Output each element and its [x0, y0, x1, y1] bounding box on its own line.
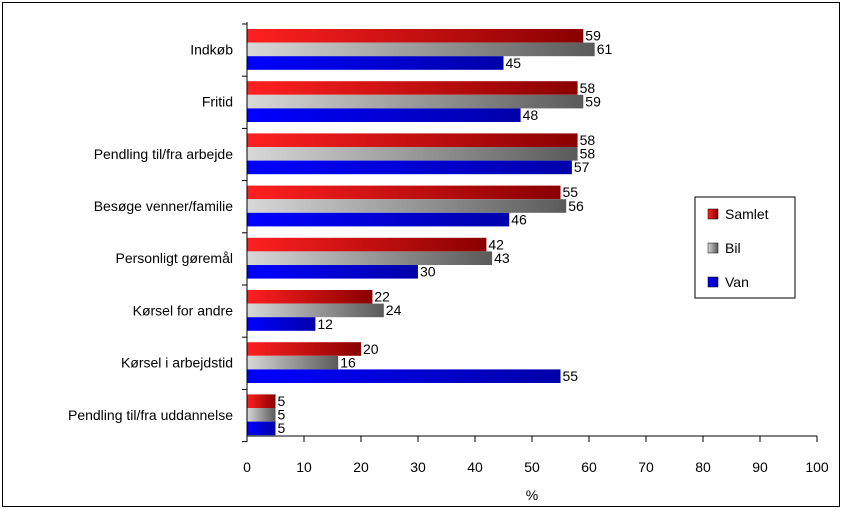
- data-label: 5: [278, 420, 286, 436]
- x-tick-label: 30: [410, 459, 426, 475]
- data-label: 30: [420, 264, 436, 280]
- x-axis-title: %: [526, 487, 538, 503]
- data-label: 58: [580, 132, 596, 148]
- category-label: Kørsel i arbejdstid: [121, 355, 233, 371]
- bar-bil: [247, 42, 595, 57]
- data-label: 59: [585, 28, 601, 44]
- bar-samlet: [247, 133, 578, 147]
- data-label: 42: [488, 236, 504, 252]
- legend: Samlet Bil Van: [694, 196, 796, 299]
- bar-bil: [247, 147, 578, 161]
- data-label: 16: [340, 354, 356, 370]
- data-label: 57: [574, 159, 590, 175]
- data-label: 58: [580, 80, 596, 96]
- data-label: 46: [511, 211, 527, 227]
- category-label: Indkøb: [190, 41, 233, 57]
- category-label: Besøge venner/familie: [94, 198, 234, 214]
- bar-samlet: [247, 342, 361, 356]
- category-label: Pendling til/fra uddannelse: [68, 407, 233, 423]
- data-label: 45: [506, 55, 522, 71]
- category-label: Pendling til/fra arbejde: [94, 146, 234, 162]
- data-label: 59: [585, 93, 601, 109]
- bar-van: [247, 108, 521, 122]
- bars-layer: [247, 29, 595, 436]
- data-label: 61: [597, 41, 613, 57]
- x-tick-label: 20: [353, 459, 369, 475]
- bar-bil: [247, 94, 584, 109]
- x-tick-label: 50: [524, 459, 540, 475]
- legend-swatch-samlet: [707, 208, 719, 220]
- legend-label-bil: Bil: [725, 240, 741, 256]
- category-label: Fritid: [202, 94, 233, 110]
- x-tick-label: 90: [752, 459, 768, 475]
- bar-van: [247, 369, 561, 383]
- data-label: 58: [580, 146, 596, 162]
- data-label: 55: [563, 368, 579, 384]
- data-label: 12: [317, 316, 333, 332]
- legend-label-samlet: Samlet: [725, 206, 769, 222]
- category-label: Kørsel for andre: [133, 302, 234, 318]
- bar-samlet: [247, 29, 584, 43]
- bar-van: [247, 56, 504, 70]
- bar-van: [247, 265, 418, 279]
- x-tick-label: 40: [467, 459, 483, 475]
- data-label: 43: [494, 250, 510, 266]
- bar-van: [247, 421, 276, 436]
- data-label: 56: [568, 198, 584, 214]
- legend-swatch-bil: [707, 242, 719, 254]
- bar-bil: [247, 355, 339, 370]
- bar-bil: [247, 199, 567, 213]
- x-tick-label: 10: [296, 459, 312, 475]
- legend-swatch-van: [707, 276, 719, 288]
- bar-van: [247, 317, 316, 331]
- data-label: 5: [278, 407, 286, 423]
- bar-samlet: [247, 237, 487, 252]
- data-label: 5: [278, 393, 286, 409]
- x-tick-label: 0: [243, 459, 251, 475]
- bar-bil: [247, 303, 384, 318]
- bar-samlet: [247, 81, 578, 95]
- bar-van: [247, 212, 510, 227]
- x-axis: 0 10 20 30 40 50 60 70 80 90 100: [242, 22, 829, 475]
- bar-van: [247, 160, 572, 175]
- data-label: 22: [374, 289, 390, 305]
- data-label: 48: [523, 107, 539, 123]
- bar-samlet: [247, 185, 561, 200]
- x-tick-label: 70: [638, 459, 654, 475]
- legend-label-van: Van: [725, 274, 749, 290]
- bar-samlet: [247, 394, 276, 408]
- x-tick-label: 60: [581, 459, 597, 475]
- data-label: 24: [386, 302, 402, 318]
- data-label: 20: [363, 341, 379, 357]
- bar-samlet: [247, 290, 373, 304]
- bar-bil: [247, 251, 493, 265]
- data-label: 55: [563, 184, 579, 200]
- x-tick-label: 100: [805, 459, 829, 475]
- bar-bil: [247, 408, 276, 422]
- category-label: Personligt gøremål: [116, 250, 234, 266]
- x-tick-label: 80: [695, 459, 711, 475]
